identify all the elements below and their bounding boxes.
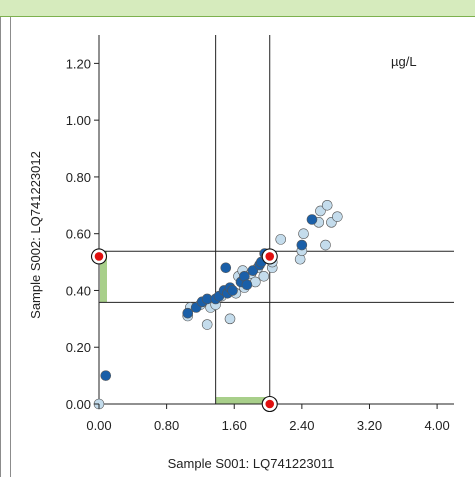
dark-data-point: [241, 279, 253, 291]
y-range-bar: [100, 251, 107, 303]
dark-data-point: [227, 285, 238, 296]
highlighted-data-point: [265, 252, 275, 261]
dark-data-point: [247, 265, 259, 276]
unit-label: µg/L: [391, 54, 417, 69]
light-data-point: [275, 234, 287, 245]
dark-data-point: [296, 239, 308, 251]
dark-data-point: [306, 214, 318, 225]
y-tick-label: 1.20: [66, 56, 91, 71]
dark-data-point: [100, 370, 112, 381]
dark-data-point: [182, 307, 194, 319]
light-data-point: [321, 200, 333, 211]
light-data-point: [224, 313, 236, 325]
light-data-point: [320, 239, 331, 251]
y-tick-label: 0.40: [66, 283, 91, 298]
light-data-point: [201, 319, 213, 330]
light-data-point: [332, 211, 343, 222]
y-axis-label: Sample S002: LQ741223012: [28, 151, 43, 319]
x-tick-label: 0.80: [154, 418, 179, 433]
light-data-point: [315, 205, 326, 217]
x-tick-label: 0.00: [86, 418, 111, 433]
y-tick-label: 0.20: [66, 340, 91, 355]
x-tick-label: 4.00: [424, 418, 449, 433]
left-frame: [0, 17, 11, 477]
y-tick-label: 0.80: [66, 170, 91, 185]
highlighted-data-point: [265, 399, 275, 409]
dark-data-point: [220, 262, 232, 274]
x-tick-label: 2.40: [289, 418, 314, 433]
x-tick-label: 3.20: [357, 418, 382, 433]
y-tick-label: 0.60: [66, 227, 91, 242]
x-tick-label: 1.60: [222, 418, 247, 433]
y-tick-label: 0.00: [66, 397, 91, 412]
light-data-point: [258, 270, 270, 282]
x-range-bar: [215, 397, 270, 404]
light-data-point: [298, 228, 309, 239]
highlighted-data-point: [94, 252, 104, 261]
y-tick-label: 1.00: [66, 113, 91, 128]
x-axis-label: Sample S001: LQ741223011: [168, 456, 335, 471]
top-bar: [0, 0, 475, 17]
